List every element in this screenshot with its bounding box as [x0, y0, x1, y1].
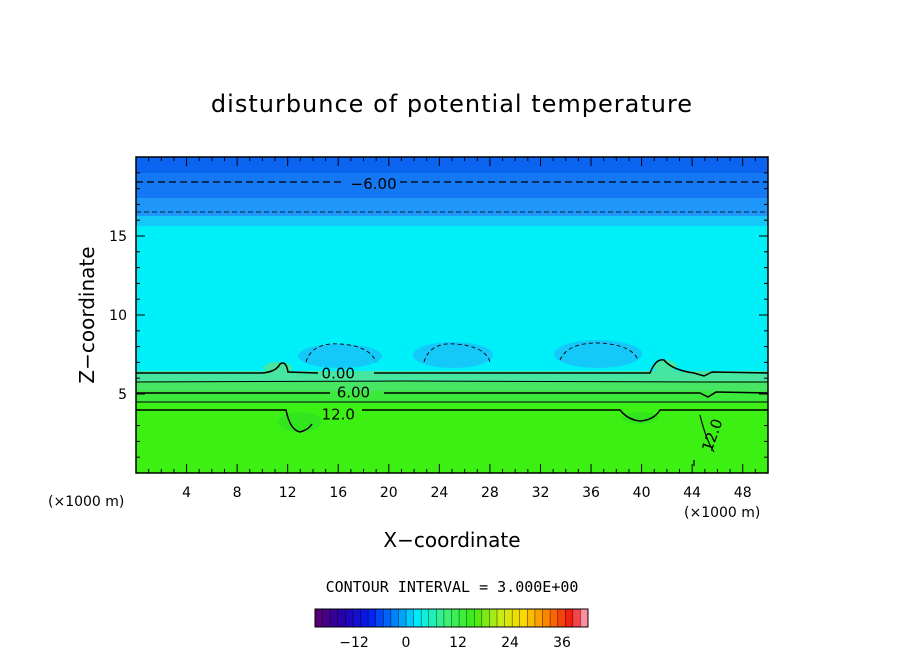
x-tick-label: 48 — [734, 485, 752, 501]
band-4 — [136, 216, 768, 226]
x-tick-label: 24 — [430, 485, 448, 501]
band-3 — [136, 198, 768, 216]
colorbar-tick-label: 0 — [402, 635, 411, 651]
x-ticks: 4 8 12 16 20 24 28 32 36 40 44 48 — [148, 157, 756, 501]
colorbar-tick-label: 36 — [553, 635, 571, 651]
colorbar-cell — [466, 609, 475, 627]
contour-6 — [136, 391, 768, 398]
colorbar-cell — [345, 609, 354, 627]
x-tick-label: 16 — [329, 485, 347, 501]
colorbar-cell — [489, 609, 498, 627]
colorbar-cell — [504, 609, 513, 627]
x-axis-label: X−coordinate — [383, 528, 520, 552]
ground-band-2 — [136, 381, 768, 391]
plot-area — [136, 157, 768, 473]
colorbar-cell — [413, 609, 422, 627]
colorbar-cell — [474, 609, 483, 627]
warm-bump-right — [653, 360, 677, 372]
cold-pool-right — [622, 412, 658, 424]
colorbar-cell — [398, 609, 407, 627]
colorbar-cell — [383, 609, 392, 627]
y-ticks: 5 10 15 — [109, 172, 768, 458]
cool-pocket-1 — [298, 344, 382, 368]
colorbar-cell — [534, 609, 543, 627]
colorbar-cell — [572, 609, 581, 627]
colorbar-cell — [459, 609, 468, 627]
colorbar-cell — [550, 609, 559, 627]
contour-interval-label: CONTOUR INTERVAL = 3.000E+00 — [326, 578, 579, 596]
colorbar-ticks: −12 0 12 24 36 — [339, 635, 571, 651]
contour-label: 12.0 — [322, 406, 355, 424]
colorbar-cell — [527, 609, 536, 627]
ground-band-1 — [136, 371, 768, 381]
cool-pocket-3 — [554, 340, 642, 368]
colorbar-cell — [337, 609, 346, 627]
y-axis-label: Z−coordinate — [75, 246, 99, 383]
colorbar-tick-label: −12 — [339, 635, 369, 651]
colorbar-cell — [512, 609, 521, 627]
colorbar-cell — [443, 609, 452, 627]
contour-3 — [136, 380, 768, 383]
y-tick-label: 10 — [109, 308, 127, 324]
colorbar-cell — [451, 609, 460, 627]
colorbar-cell — [580, 609, 589, 627]
colorbar-cell — [436, 609, 445, 627]
colorbar-frame — [314, 608, 589, 628]
x-tick-label: 12 — [279, 485, 297, 501]
chart-title: disturbunce of potential temperature — [211, 90, 693, 118]
ground-band-main — [136, 403, 768, 473]
x-tick-label: 44 — [683, 485, 701, 501]
y-tick-label: 5 — [118, 387, 127, 403]
colorbar-tick-label: 12 — [449, 635, 467, 651]
x-tick-label: 36 — [582, 485, 600, 501]
dashed-cell-3 — [559, 342, 639, 361]
ground-band-3 — [136, 391, 768, 403]
colorbar-cell — [481, 609, 490, 627]
x-tick-label: 4 — [182, 485, 191, 501]
y-tick-label: 15 — [109, 229, 127, 245]
contour-12 — [136, 409, 768, 433]
colorbar-cell — [375, 609, 384, 627]
colorbar-cell — [428, 609, 437, 627]
contour-label: −6.00 — [351, 175, 397, 193]
colorbar-cell — [497, 609, 506, 627]
colorbar-cell — [557, 609, 566, 627]
band-2 — [136, 173, 768, 198]
cold-pool-left — [278, 412, 322, 432]
band-top — [136, 157, 768, 173]
colorbar-cell — [406, 609, 415, 627]
colorbar-cell — [368, 609, 377, 627]
colorbar-cell — [519, 609, 528, 627]
colorbar-cell — [390, 609, 399, 627]
colorbar-cell — [352, 609, 361, 627]
x-unit-right: (×1000 m) — [684, 505, 760, 521]
contour-label: 0.00 — [322, 364, 355, 382]
x-tick-label: 20 — [380, 485, 398, 501]
colorbar-cell — [360, 609, 369, 627]
x-tick-label: 40 — [633, 485, 651, 501]
x-unit-left: (×1000 m) — [48, 494, 124, 510]
x-tick-label: 32 — [532, 485, 550, 501]
colorbar-cell — [322, 609, 331, 627]
colorbar-cell — [330, 609, 339, 627]
colorbar-cell — [542, 609, 551, 627]
colorbar-tick-label: 24 — [501, 635, 519, 651]
colorbar — [314, 608, 589, 628]
cool-pocket-2 — [413, 342, 493, 368]
contour-label: 6.00 — [337, 383, 370, 401]
colorbar-cell — [315, 609, 324, 627]
colorbar-cell — [421, 609, 430, 627]
colorbar-cell — [565, 609, 574, 627]
x-tick-label: 28 — [481, 485, 499, 501]
x-tick-label: 8 — [233, 485, 242, 501]
contour-12-right — [693, 414, 715, 466]
contour-0 — [136, 359, 768, 377]
dashed-cell-2 — [423, 343, 491, 363]
